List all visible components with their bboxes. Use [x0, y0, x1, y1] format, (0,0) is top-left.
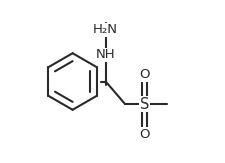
- Text: NH: NH: [95, 48, 115, 61]
- Text: H₂N: H₂N: [93, 23, 118, 36]
- Text: O: O: [139, 127, 149, 141]
- Text: S: S: [139, 97, 148, 112]
- Text: O: O: [139, 68, 149, 81]
